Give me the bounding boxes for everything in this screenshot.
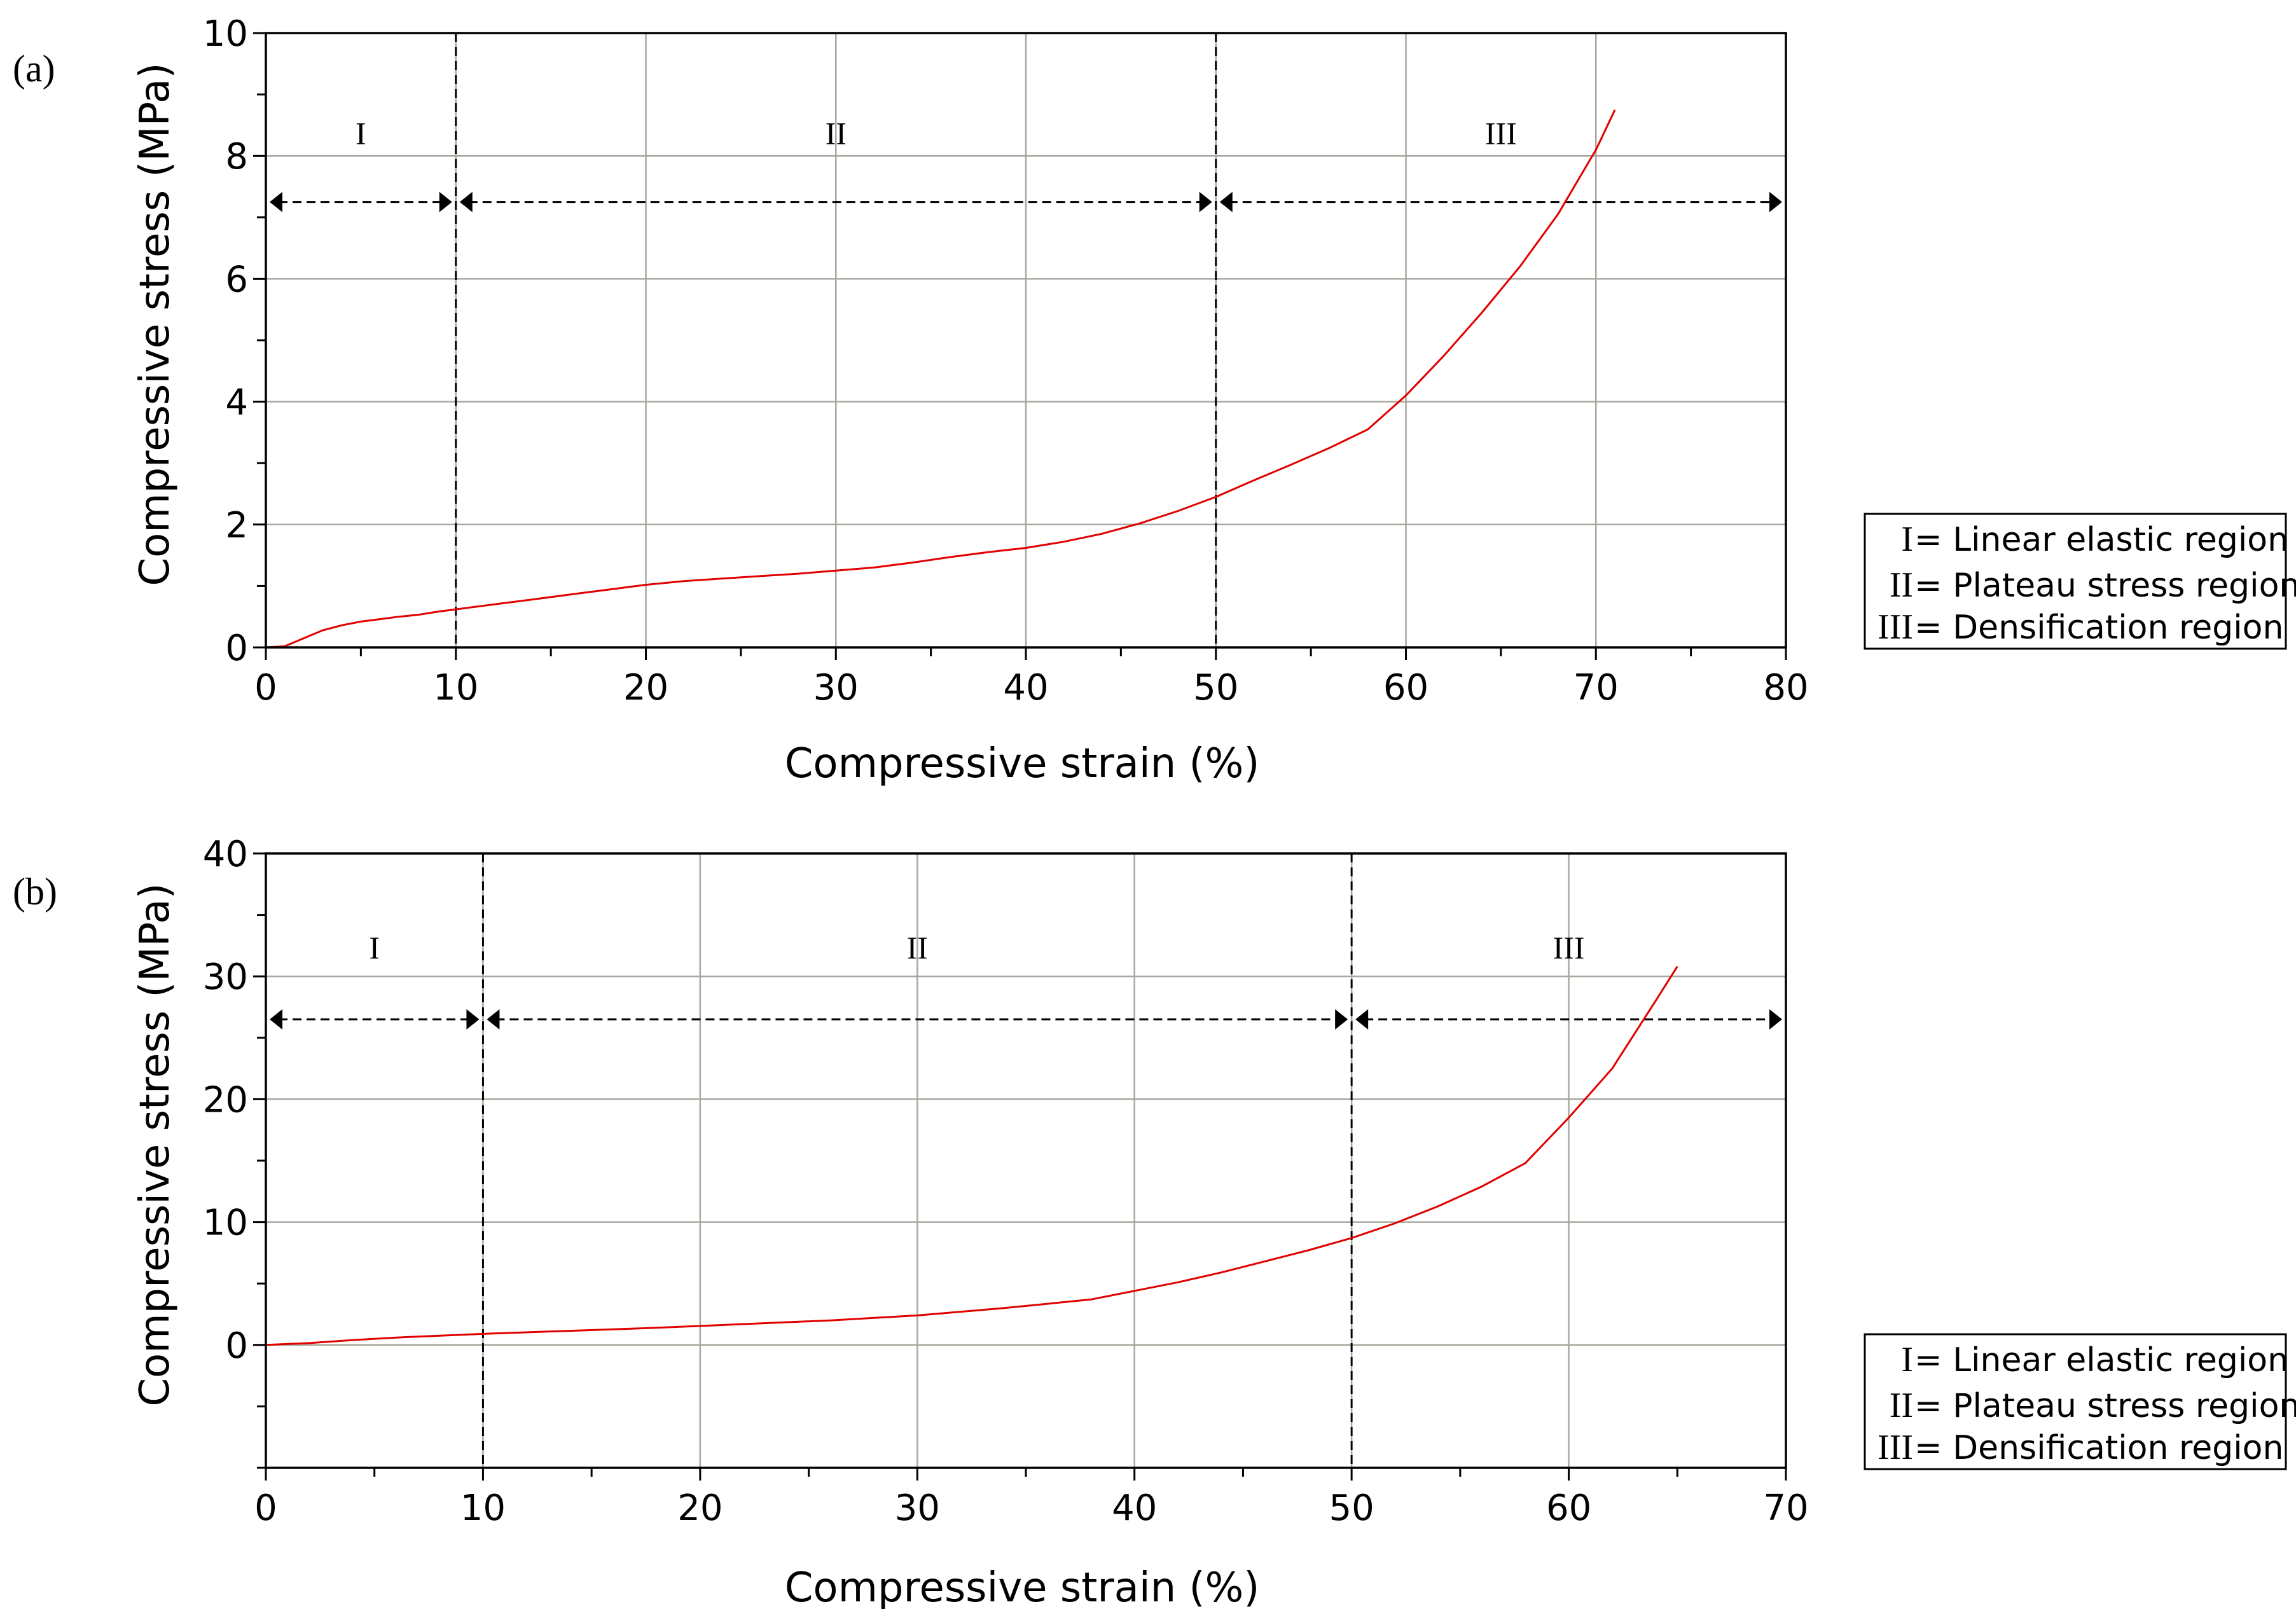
panel-a-region-arrowhead-left-2 [459,191,473,212]
panel-b-region-arrowhead-right-1 [466,1009,480,1030]
panel-b-legend-text-2: = Plateau stress region [1914,1387,2296,1425]
panel-a-legend-text-1: = Linear elastic region [1914,521,2288,559]
panel-a-region-arrowhead-right-3 [1769,191,1782,212]
panel-a-x-tick-label-10: 10 [433,667,478,708]
panel-a-legend-symbol-1: I [1901,520,1913,559]
panel-b-y-tick-label-10: 10 [203,1203,248,1244]
panel-a-region-label-3: III [1485,116,1517,151]
panel-b-y-tick-labels: 0 10 20 30 40 [203,834,248,1367]
panel-a-legend: I II III = Linear elastic region = Plate… [1864,513,2296,650]
panel-b-region-arrowhead-right-3 [1769,1009,1782,1030]
panel-b-region-label-3: III [1553,930,1585,965]
panel-b-label: (b) [13,871,57,913]
panel-a-region-arrows [270,191,1782,212]
panel-a-x-tick-label-60: 60 [1383,667,1428,708]
panel-a-y-tick-label-0: 0 [225,628,248,669]
panel-a-region-labels: I II III [356,116,1517,151]
panel-b-legend-box [1864,1333,2287,1470]
panel-a-label: (a) [13,48,55,90]
panel-a-legend-text-3: = Densification region [1914,609,2283,647]
panel-b-y-tick-label-40: 40 [203,834,248,875]
panel-b-legend-symbol-2: II [1890,1386,1913,1425]
panel-b-x-tick-label-10: 10 [460,1488,506,1529]
panel-a-y-tick-label-6: 6 [225,259,248,300]
panel-a-region-arrowhead-right-1 [439,191,452,212]
panel-a-legend-box [1864,513,2287,650]
panel-a-ticks [253,32,1787,660]
panel-a-x-tick-label-50: 50 [1193,667,1238,708]
panel-b-legend-symbol-1: I [1901,1340,1913,1379]
panel-b-legend-text-1: = Linear elastic region [1914,1341,2288,1379]
panel-a-y-tick-label-10: 10 [203,13,248,55]
panel-a-y-axis-label: Compressive stress (MPa) [132,63,179,586]
panel-a-y-tick-label-2: 2 [225,505,248,546]
panel-a-x-tick-label-20: 20 [623,667,668,708]
panel-b-region-arrowhead-left-1 [270,1009,282,1030]
panel-a-x-tick-labels: 0 10 20 30 40 50 60 70 80 [254,667,1808,708]
panel-a-y-tick-label-8: 8 [225,136,248,177]
panel-a-region-arrowhead-right-2 [1199,191,1212,212]
panel-b-y-axis-label: Compressive stress (MPa) [132,883,179,1407]
panel-b-legend-text-3: = Densification region [1914,1429,2283,1467]
panel-b-region-arrowhead-right-2 [1335,1009,1348,1030]
panel-b-region-arrows [270,1009,1782,1030]
panel-b-x-tick-label-40: 40 [1112,1488,1157,1529]
panel-b-x-tick-label-30: 30 [895,1488,940,1529]
panel-b-region-label-1: I [369,930,380,965]
panel-a-region-label-2: II [826,116,847,151]
panel-a-x-tick-label-40: 40 [1003,667,1048,708]
panel-a-y-tick-labels: 0 2 4 6 8 10 [203,13,248,669]
panel-b-x-tick-label-20: 20 [677,1488,723,1529]
panel-a-legend-text-2: = Plateau stress region [1914,567,2296,605]
panel-a-x-tick-label-70: 70 [1573,667,1619,708]
panel-b-region-arrowhead-left-2 [487,1009,500,1030]
panel-b-legend-symbol-3: III [1878,1428,1913,1467]
panel-b-stress-strain-curve [265,965,1678,1346]
panel-a-x-axis-label: Compressive strain (%) [785,740,1260,787]
panel-b-legend: I II III = Linear elastic region = Plate… [1864,1333,2296,1470]
panel-b-x-tick-labels: 0 10 20 30 40 50 60 70 [254,1488,1808,1529]
panel-a-region-boundaries [455,33,1217,647]
panel-b-region-label-2: II [907,930,928,965]
panel-a-region-label-1: I [356,116,366,151]
panel-a-region-arrowhead-left-3 [1219,191,1233,212]
panel-b-y-tick-label-0: 0 [225,1325,248,1367]
panel-b-x-axis-label: Compressive strain (%) [785,1564,1260,1609]
panel-a-legend-symbol-2: II [1890,565,1913,605]
panel-b-region-boundaries [481,853,1353,1468]
panel-a-x-tick-label-30: 30 [813,667,859,708]
panel-a-x-tick-label-80: 80 [1763,667,1808,708]
panel-b-ticks [253,852,1787,1481]
panel-b-region-labels: I II III [369,930,1584,965]
panel-b-x-tick-label-70: 70 [1763,1488,1808,1529]
panel-b-x-tick-label-0: 0 [254,1488,277,1529]
panel-b-x-tick-label-60: 60 [1546,1488,1591,1529]
panel-a-region-arrowhead-left-1 [270,191,282,212]
panel-a-y-tick-label-4: 4 [225,382,248,424]
panel-b-x-tick-label-50: 50 [1329,1488,1374,1529]
panel-a-legend-symbol-3: III [1878,607,1913,647]
panel-b-y-tick-label-20: 20 [203,1079,248,1121]
panel-b-region-arrowhead-left-3 [1355,1009,1369,1030]
panel-a-x-tick-label-0: 0 [254,667,277,708]
panel-a-stress-strain-curve [265,109,1616,649]
panel-b-y-tick-label-30: 30 [203,956,248,998]
